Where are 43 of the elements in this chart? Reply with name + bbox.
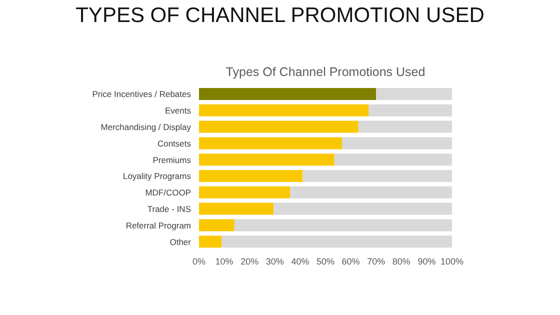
bar	[199, 88, 376, 100]
bar	[368, 104, 452, 116]
bar	[199, 202, 274, 215]
bar	[199, 120, 358, 133]
bar	[358, 120, 452, 133]
y-tick-label: Loyality Programs	[122, 171, 191, 182]
bar	[342, 137, 452, 150]
y-tick-label: MDF/COOP	[145, 188, 192, 198]
y-tick-label: Price Incentives / Rebates	[92, 89, 191, 100]
chart-subtitle: Types Of Channel Promotions Used	[224, 65, 426, 79]
bar	[290, 186, 452, 198]
bar	[334, 154, 452, 166]
bar	[302, 170, 452, 182]
x-tick-label: 10%	[215, 256, 234, 266]
y-tick-label: Events	[165, 106, 191, 116]
bar	[222, 236, 452, 248]
bar	[199, 170, 303, 182]
x-tick-label: 90%	[418, 256, 436, 266]
bar	[199, 154, 334, 166]
x-tick-label: 50%	[316, 256, 335, 266]
bar	[199, 104, 369, 116]
y-tick-label: Premiums	[152, 154, 191, 165]
bar	[376, 88, 452, 100]
bar	[274, 202, 452, 215]
bar	[199, 219, 234, 232]
bar	[199, 137, 342, 150]
y-tick-label: Referral Program	[126, 220, 191, 230]
y-tick-label: Merchandising / Display	[100, 122, 192, 132]
x-tick-label: 0%	[192, 256, 206, 266]
bar	[199, 186, 290, 198]
y-tick-label: Contsets	[157, 138, 191, 148]
chart-title: TYPES OF CHANNEL PROMOTION USED	[74, 4, 486, 28]
bar	[234, 219, 452, 232]
x-tick-label: 20%	[240, 256, 259, 266]
y-tick-label: Other	[170, 236, 192, 247]
x-tick-label: 100%	[440, 256, 464, 266]
bar	[199, 236, 222, 248]
x-tick-label: 70%	[367, 256, 386, 266]
y-tick-label: Trade - INS	[147, 204, 192, 214]
x-tick-label: 60%	[342, 256, 360, 266]
x-tick-label: 30%	[266, 256, 284, 266]
x-tick-label: 40%	[291, 256, 310, 266]
x-tick-label: 80%	[392, 256, 410, 266]
